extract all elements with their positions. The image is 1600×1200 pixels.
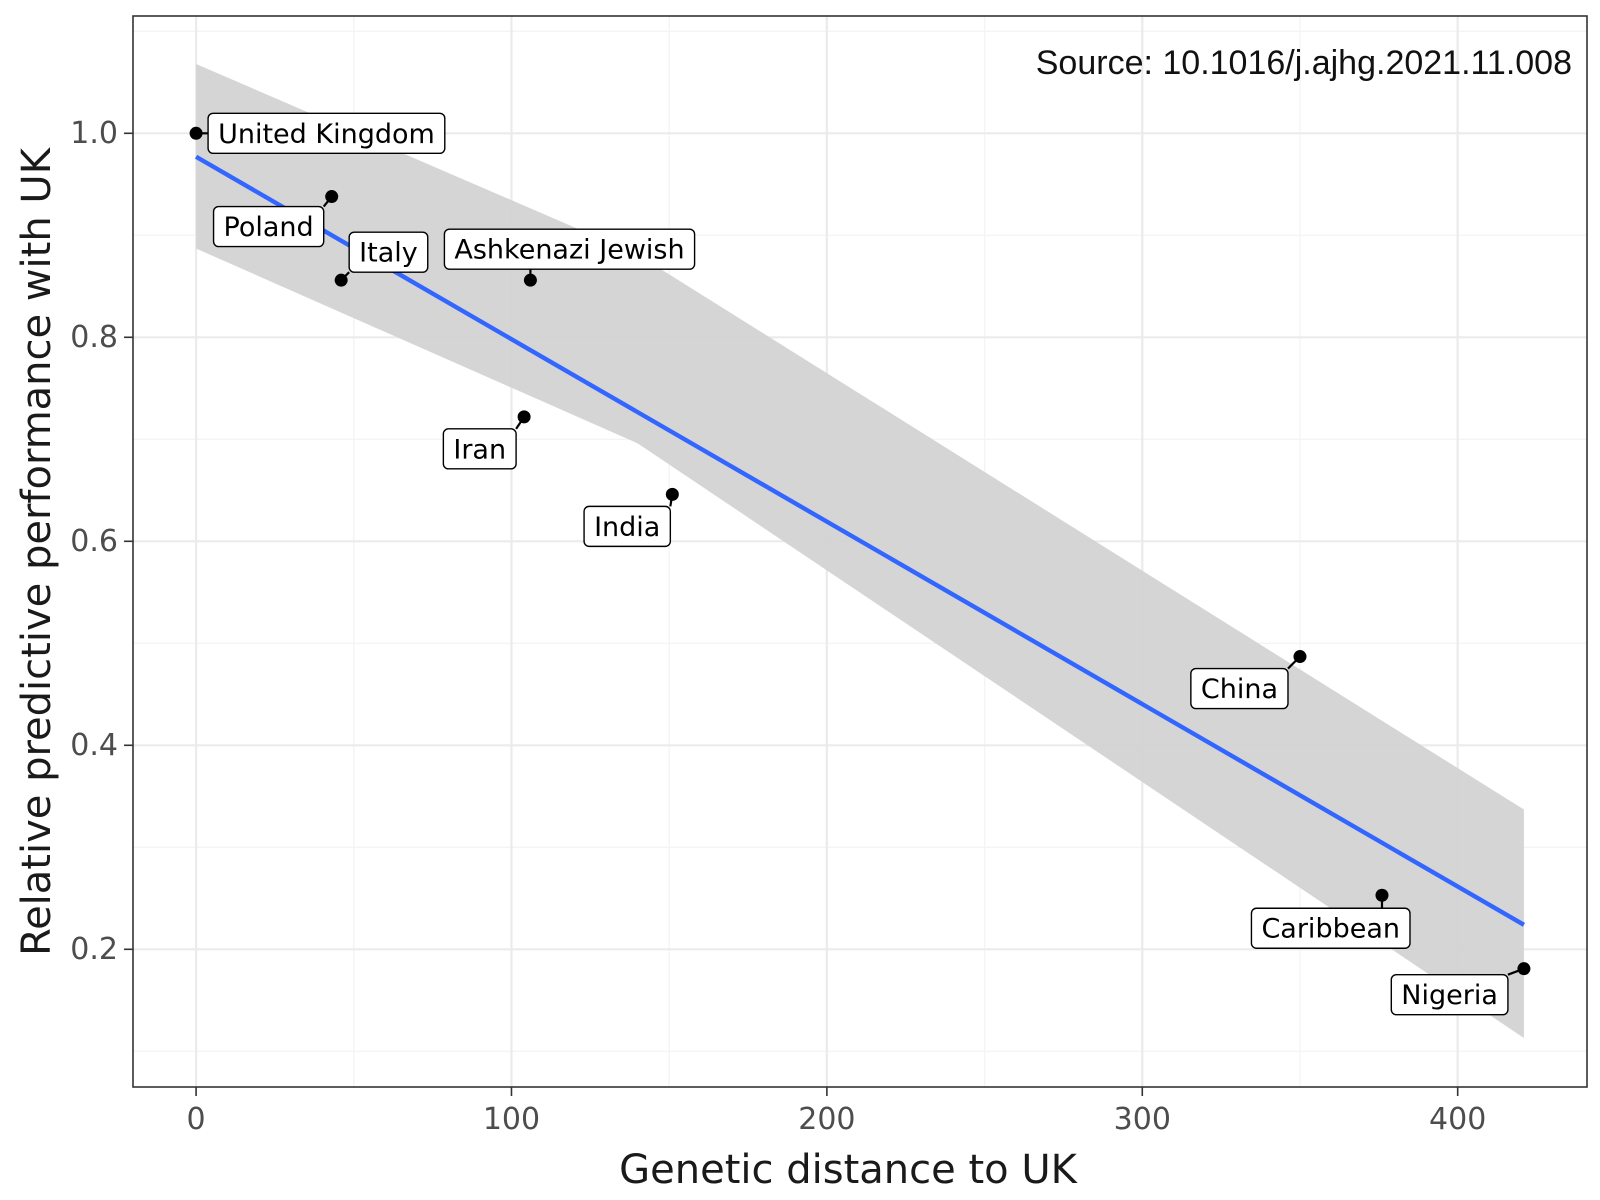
- panel-border: [132, 15, 1588, 1088]
- y-tick-label: 0.2: [70, 932, 118, 967]
- point-label-poland: Poland: [212, 205, 325, 248]
- source-annotation: Source: 10.1016/j.ajhg.2021.11.008: [1036, 44, 1572, 82]
- point-label-text: Ashkenazi Jewish: [454, 235, 684, 266]
- x-tick-label: 100: [483, 1102, 540, 1137]
- point-label-box: [583, 505, 672, 548]
- point-label-text: India: [594, 512, 660, 543]
- x-tick-label: 200: [798, 1102, 855, 1137]
- point-label-ashkenazi-jewish: Ashkenazi Jewish: [443, 228, 696, 270]
- y-tick-label: 1.0: [70, 116, 118, 151]
- data-point-iran: [517, 410, 531, 424]
- data-point-ashkenazi-jewish: [523, 273, 537, 287]
- point-label-box: [1190, 667, 1289, 710]
- point-label-nigeria: Nigeria: [1390, 973, 1509, 1016]
- point-label-box: [212, 205, 325, 248]
- point-label-india: India: [583, 505, 672, 548]
- point-label-box: [1390, 973, 1509, 1016]
- point-label-text: Iran: [453, 434, 506, 465]
- point-label-caribbean: Caribbean: [1250, 907, 1411, 949]
- y-tick-label: 0.6: [70, 524, 118, 559]
- x-tick-label: 0: [187, 1102, 206, 1137]
- x-tick-label: 400: [1429, 1102, 1486, 1137]
- confidence-band: [196, 63, 1524, 1039]
- minor-grid: [133, 16, 1587, 1087]
- data-point-india: [665, 487, 679, 501]
- data-point-layer: [189, 126, 1531, 976]
- x-tick-label: 300: [1114, 1102, 1171, 1137]
- point-label-united-kingdom: United Kingdom: [207, 112, 446, 155]
- fit-line: [194, 154, 1526, 927]
- point-label-italy: Italy: [348, 231, 429, 273]
- point-label-text: Poland: [224, 212, 314, 243]
- data-point-china: [1293, 650, 1307, 664]
- y-axis-title: Relative predictive performance with UK: [14, 146, 60, 956]
- point-label-text: China: [1201, 674, 1278, 705]
- point-label-box: [1250, 907, 1411, 949]
- data-point-caribbean: [1375, 888, 1389, 902]
- data-point-poland: [325, 190, 339, 204]
- data-point-nigeria: [1517, 962, 1531, 976]
- point-label-text: Nigeria: [1401, 980, 1498, 1011]
- fit-line-layer: [194, 154, 1526, 927]
- point-label-text: United Kingdom: [218, 119, 435, 150]
- point-label-box: [348, 231, 429, 273]
- point-label-box: [442, 428, 517, 470]
- point-label-china: China: [1190, 667, 1289, 710]
- data-point-united-kingdom: [189, 126, 203, 140]
- point-label-layer: United Kingdom Poland Italy Ashkenazi Jewis…: [207, 112, 1509, 1016]
- y-tick-label: 0.8: [70, 320, 118, 355]
- point-label-box: [443, 228, 696, 270]
- point-label-text: Italy: [359, 238, 418, 269]
- point-label-text: Caribbean: [1261, 914, 1400, 945]
- confidence-band-layer: [196, 63, 1524, 1039]
- y-tick-label: 0.4: [70, 728, 118, 763]
- data-point-italy: [334, 273, 348, 287]
- point-label-iran: Iran: [442, 428, 517, 470]
- point-label-box: [207, 112, 446, 155]
- axis-ticks: 0 100 200 300 400 0.2 0.4 0.6 0.8 1.0: [70, 116, 1486, 1137]
- x-axis-title: Genetic distance to UK: [619, 1147, 1078, 1193]
